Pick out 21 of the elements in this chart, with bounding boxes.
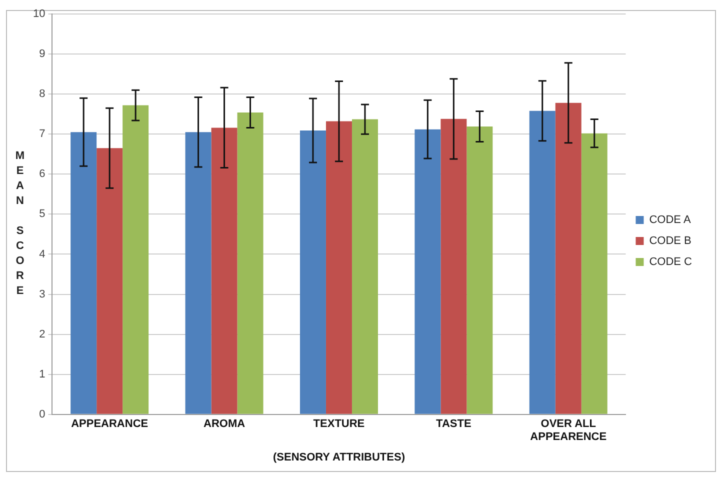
x-tick-label: AROMA: [204, 418, 246, 430]
y-tick-label: 9: [39, 48, 46, 60]
y-tick-label: 4: [39, 248, 46, 260]
y-tick-label: 3: [39, 288, 46, 300]
y-tick-label: 10: [32, 8, 46, 20]
y-tick-label: 8: [39, 88, 46, 100]
legend-label: CODE A: [649, 214, 692, 226]
y-tick-label: 2: [39, 328, 46, 340]
y-tick-label: 6: [39, 168, 46, 180]
x-tick-label: TASTE: [436, 418, 472, 430]
x-tick-label: OVER ALL APPEARENCE: [530, 418, 607, 444]
x-tick-label: TEXTURE: [313, 418, 365, 430]
y-tick-label: 1: [39, 368, 46, 380]
y-tick-label: 5: [39, 208, 46, 220]
legend-label: CODE B: [649, 235, 692, 248]
y-tick-label: 7: [39, 128, 46, 140]
x-tick-label: APPEARANCE: [71, 418, 148, 430]
legend-label: CODE C: [649, 256, 692, 268]
x-axis-title: (SENSORY ATTRIBUTES): [272, 451, 406, 464]
y-tick-label: 0: [39, 408, 46, 420]
y-axis-title: MEAN SCORE: [14, 150, 26, 300]
